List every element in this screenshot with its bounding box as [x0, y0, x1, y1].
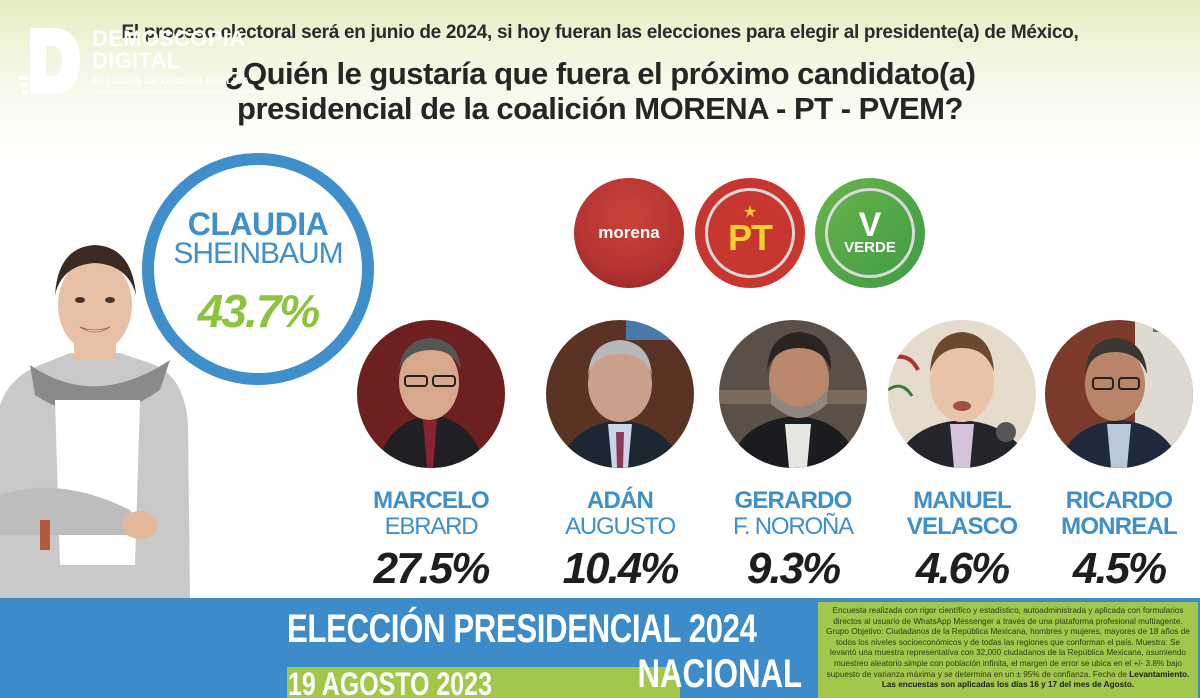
winner-first-name: CLAUDIA [187, 206, 329, 242]
question-line-2: presidencial de la coalición MORENA - PT… [237, 91, 963, 126]
morena-logo: morena [574, 178, 684, 288]
candidate-card: ADÁN AUGUSTO 10.4% [535, 320, 705, 594]
candidate-last-name: VELASCO [906, 513, 1018, 540]
methodology-text: Encuesta realizada con rigor científico … [826, 606, 1190, 679]
winner-percent: 43.7% [197, 285, 320, 337]
candidate-last-name: F. NOROÑA [733, 513, 854, 540]
candidate-photo [719, 320, 867, 468]
winner-last-name: SHEINBAUM [173, 237, 343, 270]
brand-tagline: ESTUDIOS DE OPINIÓN PÚBLICA [92, 76, 250, 87]
methodology-note: Encuesta realizada con rigor científico … [818, 602, 1198, 698]
candidate-card: MANUEL VELASCO 4.6% [877, 320, 1047, 594]
verde-logo: V VERDE [815, 178, 925, 288]
candidate-photo [1045, 320, 1193, 468]
verde-ring [825, 188, 915, 278]
candidate-percent: 4.6% [915, 544, 1010, 593]
pt-logo: ★ PT [695, 178, 805, 288]
election-scope: NACIONAL [637, 652, 802, 696]
pt-ring [705, 188, 795, 278]
brand-name-line2: DIGITAL [92, 48, 181, 73]
election-title: ELECCIÓN PRESIDENCIAL 2024 [287, 607, 757, 651]
brand-divider [92, 91, 272, 93]
candidate-percent: 10.4% [562, 544, 680, 593]
brand-name-line1: DEMOSCOPIA [92, 26, 246, 51]
methodology-bold: Levantamiento. Las encuestas son aplicad… [881, 669, 1190, 690]
candidate-first-name: ADÁN [586, 487, 654, 514]
candidate-photo [546, 320, 694, 468]
candidate-percent: 27.5% [373, 544, 491, 593]
winner-photo [0, 245, 190, 600]
candidate-last-name: AUGUSTO [565, 513, 676, 540]
candidate-card: RICARDO MONREAL 4.5% [1034, 320, 1200, 594]
question-line-1: ¿Quién le gustaría que fuera el próximo … [224, 56, 976, 91]
date-band [287, 667, 680, 698]
header-question: ¿Quién le gustaría que fuera el próximo … [0, 56, 1200, 126]
candidate-card: GERARDO F. NOROÑA 9.3% [708, 320, 878, 594]
candidate-first-name: RICARDO [1065, 487, 1173, 514]
poll-date: 19 AGOSTO 2023 [288, 666, 492, 698]
candidate-percent: 4.5% [1072, 544, 1167, 593]
candidate-first-name: MARCELO [373, 487, 490, 514]
candidate-first-name: MANUEL [913, 487, 1012, 514]
demoscopia-logo-icon [18, 28, 80, 94]
candidate-card: MARCELO EBRARD 27.5% [346, 320, 516, 594]
winner-ring [142, 153, 374, 385]
header-intro: El proceso electoral será en junio de 20… [121, 22, 1079, 43]
candidate-last-name: MONREAL [1061, 513, 1178, 540]
candidate-percent: 9.3% [746, 544, 841, 593]
candidate-photo [887, 320, 1036, 468]
candidate-photo [357, 320, 505, 468]
morena-label: morena [598, 223, 660, 242]
candidate-last-name: EBRARD [384, 513, 479, 540]
candidate-first-name: GERARDO [734, 487, 852, 514]
